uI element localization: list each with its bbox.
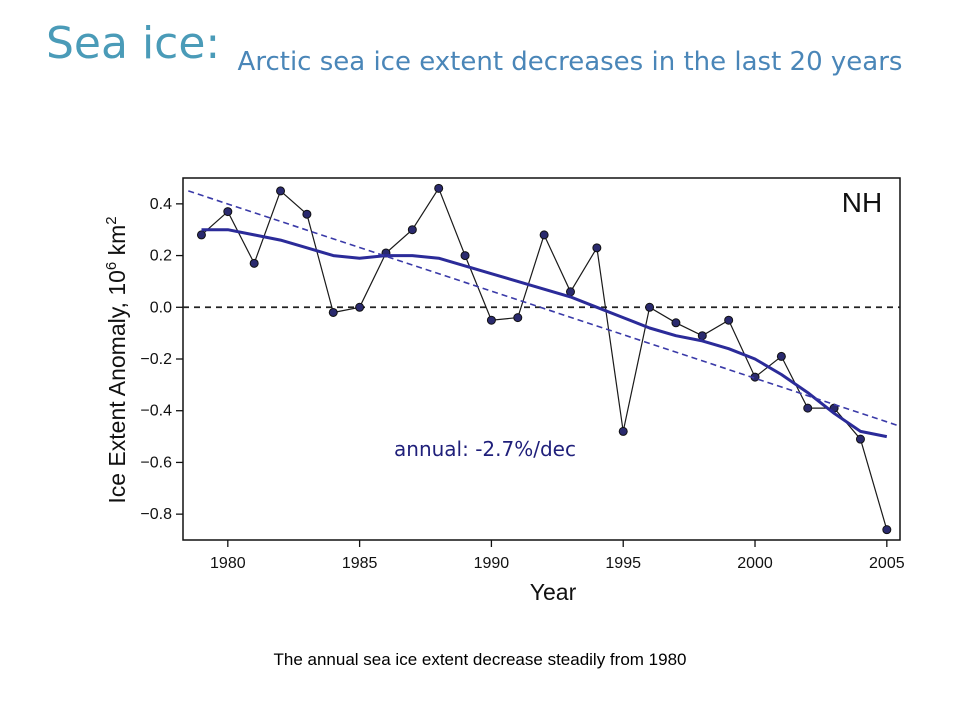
panel-label: NH <box>842 187 882 218</box>
x-tick-label: 1990 <box>474 555 510 572</box>
linear-trend-line <box>188 190 901 427</box>
observed-data-point <box>460 251 470 261</box>
y-tick-label: −0.8 <box>140 506 172 523</box>
observed-data-point <box>196 230 206 240</box>
y-tick-label: 0.4 <box>150 196 172 213</box>
y-tick-label: 0.0 <box>150 299 172 316</box>
observed-data-point <box>223 207 233 217</box>
x-tick-label: 1995 <box>605 555 641 572</box>
observed-data-point <box>645 302 655 312</box>
y-axis-title: Ice Extent Anomaly, 106 km2 <box>103 216 130 503</box>
observed-data-point <box>671 318 681 328</box>
smoothed-trend-line <box>201 228 888 439</box>
observed-data-point <box>249 258 259 268</box>
observed-data-point <box>276 186 286 196</box>
slide-subtitle: Arctic sea ice extent decreases in the l… <box>237 47 903 77</box>
observed-data-point <box>486 315 496 325</box>
slide-title: Sea ice: <box>46 18 221 69</box>
observed-data-point <box>513 313 523 323</box>
observed-data-point <box>855 434 865 444</box>
observed-data-point <box>697 331 707 341</box>
observed-data-point <box>302 209 312 219</box>
x-tick-label: 2000 <box>737 555 773 572</box>
slide-caption: The annual sea ice extent decrease stead… <box>273 650 687 669</box>
y-tick-label: −0.2 <box>140 351 172 368</box>
observed-data-point <box>539 230 549 240</box>
observed-data-point <box>434 183 444 193</box>
observed-data-point <box>407 225 417 235</box>
y-tick-label: −0.4 <box>140 403 172 420</box>
sea-ice-chart: 1980 1985 1990 1995 2000 2005 0.4 0.2 0.0 −0.2 −0.… <box>103 177 905 605</box>
x-tick-label: 1980 <box>210 555 246 572</box>
y-tick-label: −0.6 <box>140 454 172 471</box>
observed-data-point <box>724 315 734 325</box>
observed-data-point <box>776 351 786 361</box>
observed-data-point <box>882 525 892 535</box>
x-tick-label: 1985 <box>342 555 378 572</box>
observed-data-point <box>618 426 628 436</box>
observed-data-point <box>592 243 602 253</box>
observed-data-point <box>355 302 365 312</box>
y-tick-label: 0.2 <box>150 248 172 265</box>
observed-data-point <box>328 307 338 317</box>
x-tick-label: 2005 <box>869 555 905 572</box>
trend-annotation: annual: -2.7%/dec <box>394 437 576 461</box>
observed-data-point <box>803 403 813 413</box>
x-axis-title: Year <box>530 579 577 605</box>
